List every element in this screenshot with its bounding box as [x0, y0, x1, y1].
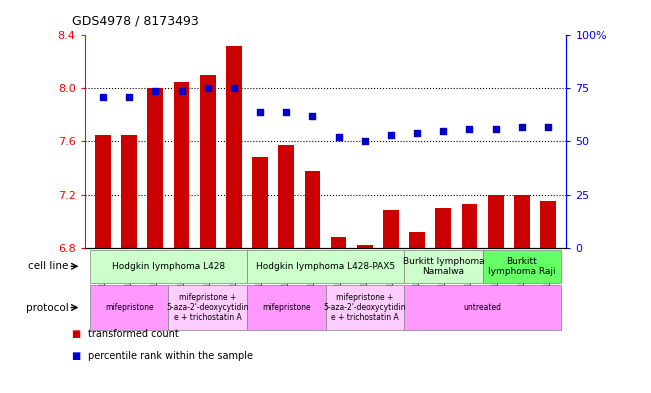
- Bar: [226, 46, 242, 248]
- Point: [386, 132, 396, 138]
- Bar: [357, 245, 372, 248]
- Text: mifepristone: mifepristone: [105, 303, 154, 312]
- Point: [438, 128, 449, 134]
- Text: protocol: protocol: [25, 303, 68, 312]
- Point: [307, 113, 318, 119]
- Bar: [279, 145, 294, 248]
- Bar: [540, 201, 556, 248]
- Bar: [514, 195, 530, 248]
- Bar: [95, 135, 111, 248]
- Text: transformed count: transformed count: [88, 329, 178, 339]
- Text: Hodgkin lymphoma L428-PAX5: Hodgkin lymphoma L428-PAX5: [256, 262, 395, 271]
- Text: Hodgkin lymphoma L428: Hodgkin lymphoma L428: [112, 262, 225, 271]
- Point: [543, 123, 553, 130]
- Bar: [462, 204, 477, 248]
- Text: Burkitt lymphoma
Namalwa: Burkitt lymphoma Namalwa: [402, 257, 484, 276]
- Point: [176, 87, 187, 94]
- Text: GDS4978 / 8173493: GDS4978 / 8173493: [72, 15, 199, 28]
- Bar: [252, 157, 268, 248]
- Point: [412, 130, 422, 136]
- Bar: [331, 237, 346, 248]
- Point: [202, 85, 213, 92]
- Point: [255, 108, 265, 115]
- Bar: [383, 210, 399, 248]
- Bar: [148, 88, 163, 248]
- Point: [359, 138, 370, 145]
- Point: [464, 126, 475, 132]
- Text: mifepristone +
5-aza-2'-deoxycytidin
e + trichostatin A: mifepristone + 5-aza-2'-deoxycytidin e +…: [167, 293, 249, 322]
- Text: cell line: cell line: [28, 261, 68, 271]
- Bar: [436, 208, 451, 248]
- Text: untreated: untreated: [464, 303, 501, 312]
- Point: [281, 108, 292, 115]
- Bar: [200, 75, 215, 248]
- Text: mifepristone: mifepristone: [262, 303, 311, 312]
- Point: [333, 134, 344, 140]
- Point: [490, 126, 501, 132]
- Text: ■: ■: [72, 351, 81, 361]
- Point: [150, 87, 161, 94]
- Bar: [488, 195, 503, 248]
- Text: mifepristone +
5-aza-2'-deoxycytidin
e + trichostatin A: mifepristone + 5-aza-2'-deoxycytidin e +…: [324, 293, 406, 322]
- Bar: [305, 171, 320, 248]
- Text: ■: ■: [72, 329, 81, 339]
- Point: [229, 85, 239, 92]
- Point: [517, 123, 527, 130]
- Bar: [121, 135, 137, 248]
- Bar: [174, 82, 189, 248]
- Bar: [409, 231, 425, 248]
- Text: Burkitt
lymphoma Raji: Burkitt lymphoma Raji: [488, 257, 556, 276]
- Text: percentile rank within the sample: percentile rank within the sample: [88, 351, 253, 361]
- Point: [124, 94, 134, 100]
- Point: [98, 94, 108, 100]
